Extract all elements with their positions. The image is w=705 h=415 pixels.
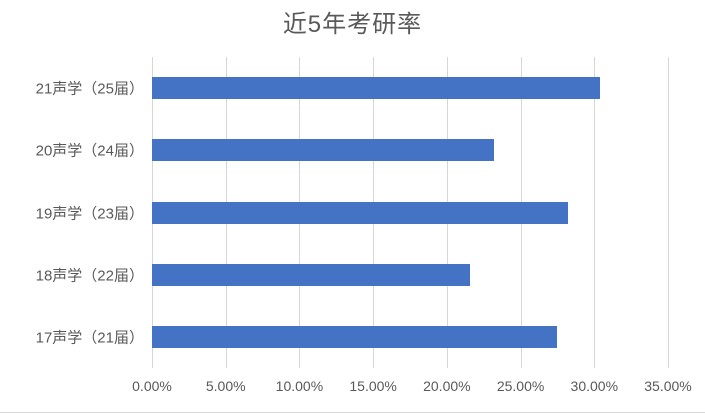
y-axis-label: 19声学（23届）: [35, 205, 144, 222]
bar: [152, 263, 471, 286]
x-axis-label: 5.00%: [205, 378, 246, 394]
x-axis-label: 20.00%: [423, 378, 471, 394]
gridline: [594, 57, 596, 368]
y-axis-label: 18声学（22届）: [35, 267, 144, 285]
chart-bottom-border: [0, 412, 705, 413]
bar: [152, 201, 568, 224]
y-axis-label: 21声学（25届）: [35, 80, 144, 98]
x-axis-label: 30.00%: [570, 378, 619, 394]
y-axis-label: 20声学（24届）: [35, 142, 144, 160]
x-axis-label: 10.00%: [275, 378, 324, 394]
x-axis-label: 0.00%: [132, 378, 172, 394]
bar: [152, 139, 495, 162]
x-axis-label: 25.00%: [496, 378, 545, 394]
chart-title: 近5年考研率: [282, 11, 423, 38]
x-axis-label: 15.00%: [349, 378, 397, 394]
bar: [152, 77, 601, 100]
gridline: [668, 57, 669, 368]
x-axis-label: 35.00%: [644, 378, 692, 394]
bar: [152, 325, 558, 348]
y-axis-label: 17声学（21届）: [35, 329, 144, 347]
plot-area: [152, 57, 669, 368]
